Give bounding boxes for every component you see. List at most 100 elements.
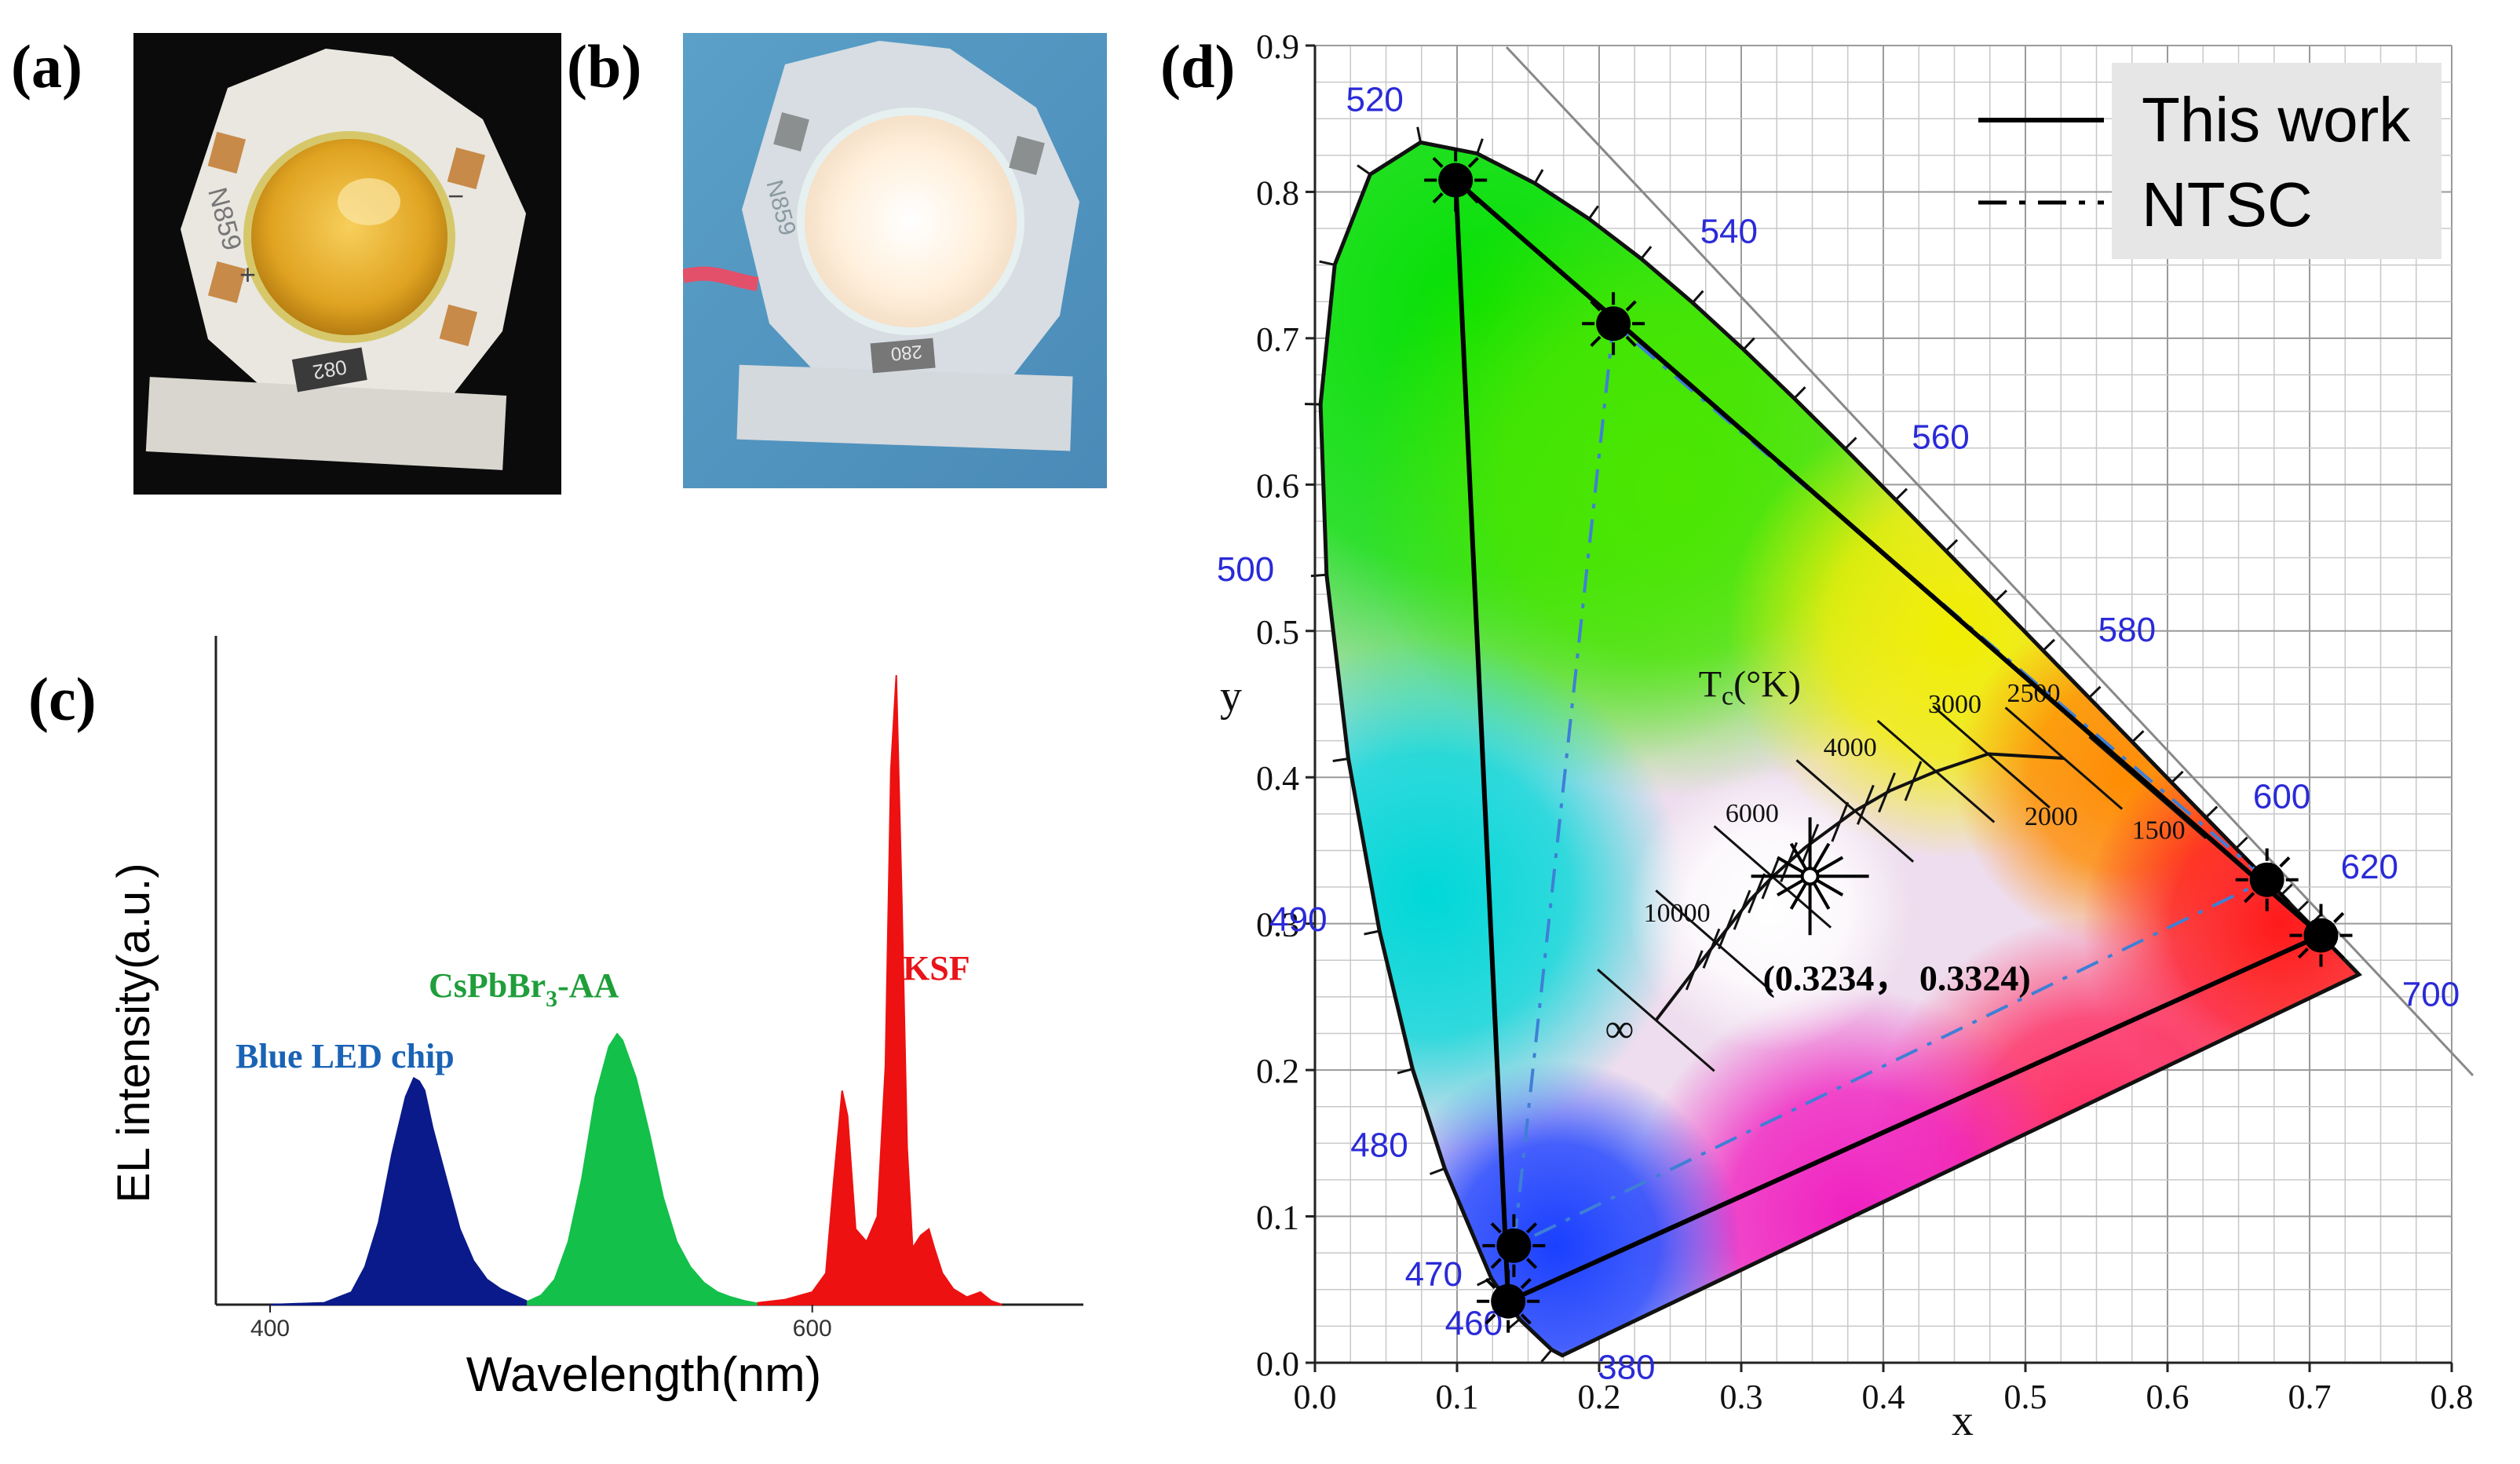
locus-tick-20: [1844, 436, 1857, 450]
panel-label-a: (a): [11, 32, 82, 100]
cie-ytick-label-3: 0.3: [1256, 906, 1299, 944]
cie-xtick-label-5: 0.5: [2004, 1378, 2047, 1416]
resistor-marking: 082: [311, 355, 349, 384]
c-xticks: 400 600: [250, 1305, 832, 1342]
photo-led-off-graphic: 082 N859 + −: [133, 33, 561, 495]
cct-tick-5: [2004, 706, 2124, 810]
led-base-plate: [145, 377, 507, 470]
cie-xtick-label-4: 0.4: [1862, 1378, 1905, 1416]
cie-xtick-label-2: 0.2: [1578, 1378, 1621, 1416]
c-spectrum-group: [270, 674, 1003, 1305]
locus-tick-23: [1994, 590, 2007, 603]
cct-label: Tc(°K): [1699, 664, 1801, 711]
locus-tick-19: [1793, 386, 1806, 400]
planck-minor-tick-3: [1831, 801, 1850, 842]
photo-led-on: 280 N859: [683, 33, 1107, 488]
glowing-phosphor: [797, 108, 1024, 335]
locus-tick-25: [2088, 685, 2102, 699]
cct-tick-3: [1876, 719, 1996, 823]
pad-1: [207, 261, 247, 304]
locus-tick-29: [2235, 836, 2248, 849]
cct-label-1: 6000: [1726, 799, 1779, 828]
locus-tick-32: [2296, 900, 2310, 913]
cie-ytick-label-4: 0.4: [1256, 759, 1299, 798]
cie-ticklabels: 0.0 0.1 0.2 0.3 0.4 0.5 0.6 0.7 0.8 0.0 0.1 0.2 0.3 0…: [1256, 27, 2474, 1416]
cct-label-5: 2000: [2025, 802, 2078, 831]
cie-y-axis-label: y: [1220, 672, 1242, 721]
wavelength-label-580: 580: [2098, 611, 2156, 649]
cct-tick-6: [2088, 736, 2207, 840]
this-work-vertex-1: [1424, 148, 1488, 212]
locus-tick-8: [1310, 573, 1327, 578]
red-wire: [683, 266, 759, 291]
white-point-label: (0.3234， 0.3324): [1763, 958, 2031, 998]
cie-ytick-label-7: 0.7: [1256, 320, 1299, 359]
locus-tick-10: [1319, 260, 1335, 266]
locus-tick-27: [2171, 770, 2184, 783]
planck-minor-tick-6: [1761, 859, 1780, 900]
pad-3: [439, 304, 478, 347]
pad-2: [447, 147, 486, 190]
cie-xtick-label-0: 0.0: [1294, 1378, 1337, 1416]
wavelength-label-620: 620: [2341, 848, 2398, 886]
cct-label-7: ∞: [1605, 1007, 1634, 1052]
photo-led-off: 082 N859 + −: [133, 33, 561, 495]
cct-label-0: 10000: [1644, 899, 1711, 928]
pad-lit-1: [773, 112, 809, 152]
locus-tick-13: [1476, 138, 1484, 155]
this-work-outline: [1452, 174, 2325, 1305]
locus-tick-4: [1430, 1167, 1445, 1176]
locus-tick-11: [1357, 164, 1371, 176]
planck-minor-tick-10: [1702, 928, 1721, 969]
locus-tick-21: [1894, 487, 1908, 501]
legend-box: [2112, 63, 2441, 259]
pad-4: [207, 131, 247, 174]
locus-tick-16: [1640, 246, 1653, 260]
cct-label-3: 3000: [1928, 690, 1981, 719]
planck-minor-tick-11: [1685, 950, 1704, 991]
locus-tick-7: [1332, 758, 1349, 762]
cie-xtick-label-1: 0.1: [1436, 1378, 1479, 1416]
ntsc-vertex-0: [2235, 848, 2299, 911]
c-x-axis-label: Wavelength(nm): [466, 1348, 822, 1402]
locus-tick-15: [1587, 205, 1599, 220]
cct-tick-2: [1795, 759, 1915, 863]
cie-ytick-label-8: 0.8: [1256, 173, 1299, 212]
locus-tick-5: [1397, 1068, 1413, 1075]
planck-minor-tick-0: [1904, 761, 1923, 801]
panel-label-d: (d): [1160, 32, 1236, 100]
pad-lit-2: [1009, 136, 1045, 175]
locus-ticks: [1305, 126, 2333, 1363]
c-y-axis-label: EL intensity(a.u.): [108, 863, 159, 1203]
wavelength-label-380: 380: [1598, 1349, 1655, 1387]
locus-tick-18: [1742, 337, 1755, 351]
locus-tick-28: [2204, 805, 2219, 819]
locus-tick-17: [1691, 290, 1704, 304]
wavelength-label-500: 500: [1217, 550, 1274, 589]
wavelength-label-470: 470: [1405, 1255, 1463, 1294]
locus-tick-31: [2280, 882, 2294, 896]
cie-ytick-label-6: 0.6: [1256, 466, 1299, 505]
this-work-vertex-2: [1477, 1269, 1540, 1333]
cct-tick-7: [1597, 968, 1715, 1072]
annotation-cspbbr3: CsPbBr3-AA: [429, 966, 619, 1012]
ntsc-outline: [1512, 320, 2270, 1249]
annotation-ksf: KSF: [903, 949, 970, 988]
cct-label-6: 1500: [2132, 816, 2186, 845]
cie-ytick-label-9: 0.9: [1256, 27, 1299, 66]
c-xtick-label-0: 400: [250, 1316, 290, 1342]
yellow-dome: [243, 131, 455, 343]
locus-tick-22: [1945, 539, 1959, 552]
locus-tick-14: [1533, 169, 1544, 184]
cie-ytick-label-0: 0.0: [1256, 1345, 1299, 1383]
legend-ntsc: NTSC: [2142, 170, 2313, 239]
cie-blob-8: [1320, 638, 1685, 1151]
planck-minor-tick-8: [1733, 889, 1751, 930]
ntsc-triangle: [1512, 320, 2270, 1249]
minus-mark: −: [447, 180, 464, 212]
wavelength-label-700: 700: [2402, 975, 2460, 1013]
el-spectrum-chart: 400 600 EL intensity(a.u.) Wavelength(nm)…: [108, 636, 1083, 1402]
locus-tick-3: [1477, 1276, 1492, 1287]
cie-xtick-label-8: 0.8: [2431, 1378, 2474, 1416]
resistor-lit: [870, 338, 936, 374]
